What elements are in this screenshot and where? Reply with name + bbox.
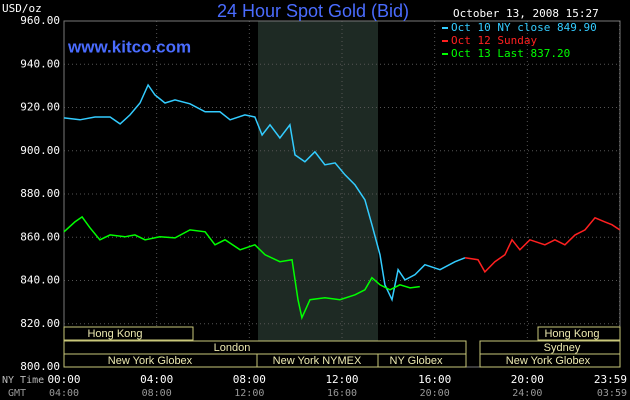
session-box <box>63 340 467 355</box>
gmt-tick-label: 24:00 <box>512 388 542 399</box>
x-row-label: GMT <box>8 388 26 399</box>
series-line <box>63 83 466 303</box>
legend-label: Oct 10 NY close 849.90 <box>451 21 597 34</box>
session-label: NY Globex <box>390 355 443 367</box>
gmt-tick-label: 03:59 <box>597 388 627 399</box>
sessions: Hong Kong London New York Globex New Yor… <box>63 326 621 368</box>
legend-label: Oct 12 Sunday <box>451 34 537 47</box>
nymex-shade <box>258 21 378 367</box>
x-tick-label: 20:00 <box>511 373 544 386</box>
y-tick-label: 820.00 <box>20 317 60 330</box>
gmt-tick-label: 12:00 <box>234 388 264 399</box>
session-label: Hong Kong <box>87 328 142 340</box>
session-box <box>537 326 621 341</box>
x-tick-label: 08:00 <box>233 373 266 386</box>
y-tick-label: 900.00 <box>20 144 60 157</box>
y-axis-label: USD/oz <box>2 2 42 15</box>
x-tick-label: 16:00 <box>418 373 451 386</box>
session-label: London <box>214 342 251 354</box>
session-label: New York Globex <box>108 355 193 367</box>
session-label: New York Globex <box>506 355 591 367</box>
y-tick-label: 940.00 <box>20 57 60 70</box>
series-lines <box>63 83 621 321</box>
x-tick-label: 23:59 <box>594 373 627 386</box>
session-box <box>63 326 194 341</box>
y-tick-label: 880.00 <box>20 187 60 200</box>
gmt-tick-label: 16:00 <box>327 388 357 399</box>
gmt-tick-label: 08:00 <box>142 388 172 399</box>
session-box <box>377 353 467 368</box>
y-tick-label: 920.00 <box>20 101 60 114</box>
series-line <box>464 216 621 274</box>
session-label: Hong Kong <box>544 328 599 340</box>
session-label: Sydney <box>544 342 581 354</box>
series-line <box>63 215 420 321</box>
x-tick-label: 12:00 <box>325 373 358 386</box>
gmt-tick-label: 20:00 <box>420 388 450 399</box>
y-tick-label: 840.00 <box>20 274 60 287</box>
y-tick-label: 960.00 <box>20 14 60 27</box>
chart-title: 24 Hour Spot Gold (Bid) <box>217 1 409 21</box>
y-tick-label: 800.00 <box>20 360 60 373</box>
website: www.kitco.com <box>67 37 191 56</box>
session-box <box>479 353 621 368</box>
timestamp: October 13, 2008 15:27 <box>453 7 599 20</box>
session-label: New York NYMEX <box>273 355 362 367</box>
x-tick-label: 00:00 <box>47 373 80 386</box>
y-tick-label: 860.00 <box>20 230 60 243</box>
legend-label: Oct 13 Last 837.20 <box>451 47 570 60</box>
gmt-tick-label: 04:00 <box>49 388 79 399</box>
x-row-label: NY Time <box>2 375 44 386</box>
x-tick-label: 04:00 <box>140 373 173 386</box>
